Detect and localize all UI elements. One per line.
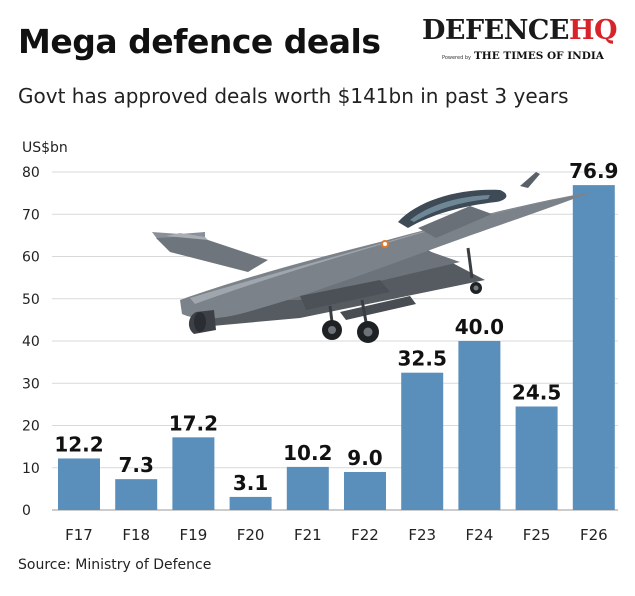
y-axis-ticks: 0 10 20 30 40 50 60 70 80 [22, 165, 40, 519]
chart-subtitle: Govt has approved deals worth $141bn in … [18, 84, 569, 108]
data-label-f19: 17.2 [169, 411, 218, 435]
x-tick-label: F20 [237, 526, 265, 544]
brand-powered-by: Powered by [442, 55, 471, 61]
x-tick-label: F23 [408, 526, 436, 544]
bar-f19 [172, 437, 215, 510]
data-label-f26: 76.9 [569, 159, 618, 183]
x-tick-label: F22 [351, 526, 379, 544]
data-label-f24: 40.0 [455, 315, 504, 339]
data-label-f23: 32.5 [398, 347, 447, 371]
y-tick-label: 30 [22, 376, 40, 392]
y-tick-label: 50 [22, 292, 40, 308]
bar-f25 [515, 406, 558, 510]
bars [58, 185, 615, 510]
y-tick-label: 20 [22, 419, 40, 435]
fighter-jet-icon [152, 172, 592, 343]
y-tick-label: 60 [22, 250, 40, 266]
data-label-f20: 3.1 [233, 471, 268, 495]
x-tick-label: F21 [294, 526, 322, 544]
x-tick-label: F17 [65, 526, 93, 544]
bar-f22 [344, 471, 386, 510]
brand-publisher-line: Powered by THE TIMES OF INDIA [422, 50, 622, 62]
brand-wordmark: DEFENCEHQ [422, 16, 622, 46]
brand-name-accent: HQ [569, 15, 618, 46]
x-tick-label: F18 [122, 526, 150, 544]
x-tick-label: F24 [466, 526, 494, 544]
bar-f18 [115, 479, 158, 510]
bar-f21 [286, 466, 329, 510]
y-tick-label: 80 [22, 165, 40, 181]
y-tick-label: 40 [22, 334, 40, 350]
chart-title: Mega defence deals [18, 22, 381, 61]
bar-f23 [401, 372, 444, 510]
y-tick-label: 0 [22, 503, 31, 519]
y-tick-label: 70 [22, 207, 40, 223]
brand-name-main: DEFENCE [422, 15, 570, 46]
x-tick-label: F25 [523, 526, 551, 544]
x-axis-labels: F17 F18 F19 F20 F21 F22 F23 F24 F25 F26 [65, 526, 608, 544]
brand-logo: DEFENCEHQ Powered by THE TIMES OF INDIA [422, 16, 622, 63]
x-tick-label: F19 [180, 526, 208, 544]
bar-f17 [58, 458, 100, 510]
data-label-f17: 12.2 [54, 432, 103, 456]
source-note: Source: Ministry of Defence [18, 557, 212, 573]
bar-f20 [229, 496, 272, 510]
brand-publisher: THE TIMES OF INDIA [473, 50, 604, 62]
bar-f26 [572, 185, 615, 510]
data-label-f25: 24.5 [512, 380, 561, 404]
bar-f24 [458, 341, 501, 510]
y-axis-unit-label: US$bn [22, 140, 68, 156]
data-label-f18: 7.3 [118, 453, 153, 477]
y-tick-label: 10 [22, 461, 40, 477]
data-label-f21: 10.2 [283, 441, 332, 465]
x-tick-label: F26 [580, 526, 608, 544]
data-label-f22: 9.0 [347, 446, 382, 470]
data-labels: 12.2 7.3 17.2 3.1 10.2 9.0 32.5 40.0 24.5 76.9 [54, 159, 618, 495]
